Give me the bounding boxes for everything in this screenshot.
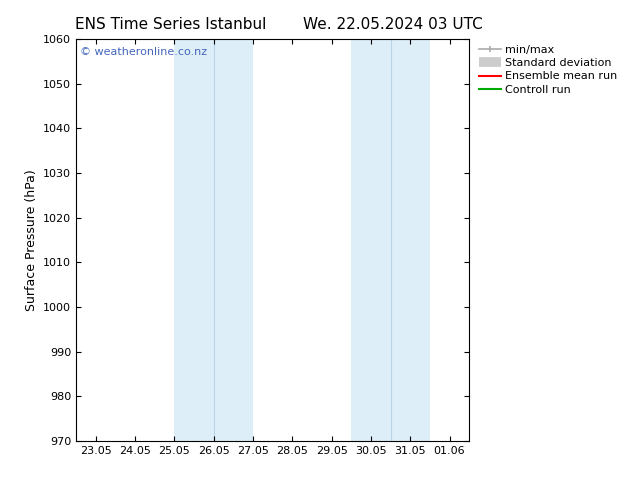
Text: © weatheronline.co.nz: © weatheronline.co.nz xyxy=(80,47,207,57)
Y-axis label: Surface Pressure (hPa): Surface Pressure (hPa) xyxy=(25,169,37,311)
Legend: min/max, Standard deviation, Ensemble mean run, Controll run: min/max, Standard deviation, Ensemble me… xyxy=(479,45,618,95)
Text: We. 22.05.2024 03 UTC: We. 22.05.2024 03 UTC xyxy=(303,17,483,32)
Text: ENS Time Series Istanbul: ENS Time Series Istanbul xyxy=(75,17,267,32)
Bar xyxy=(351,39,430,441)
Bar xyxy=(174,39,253,441)
